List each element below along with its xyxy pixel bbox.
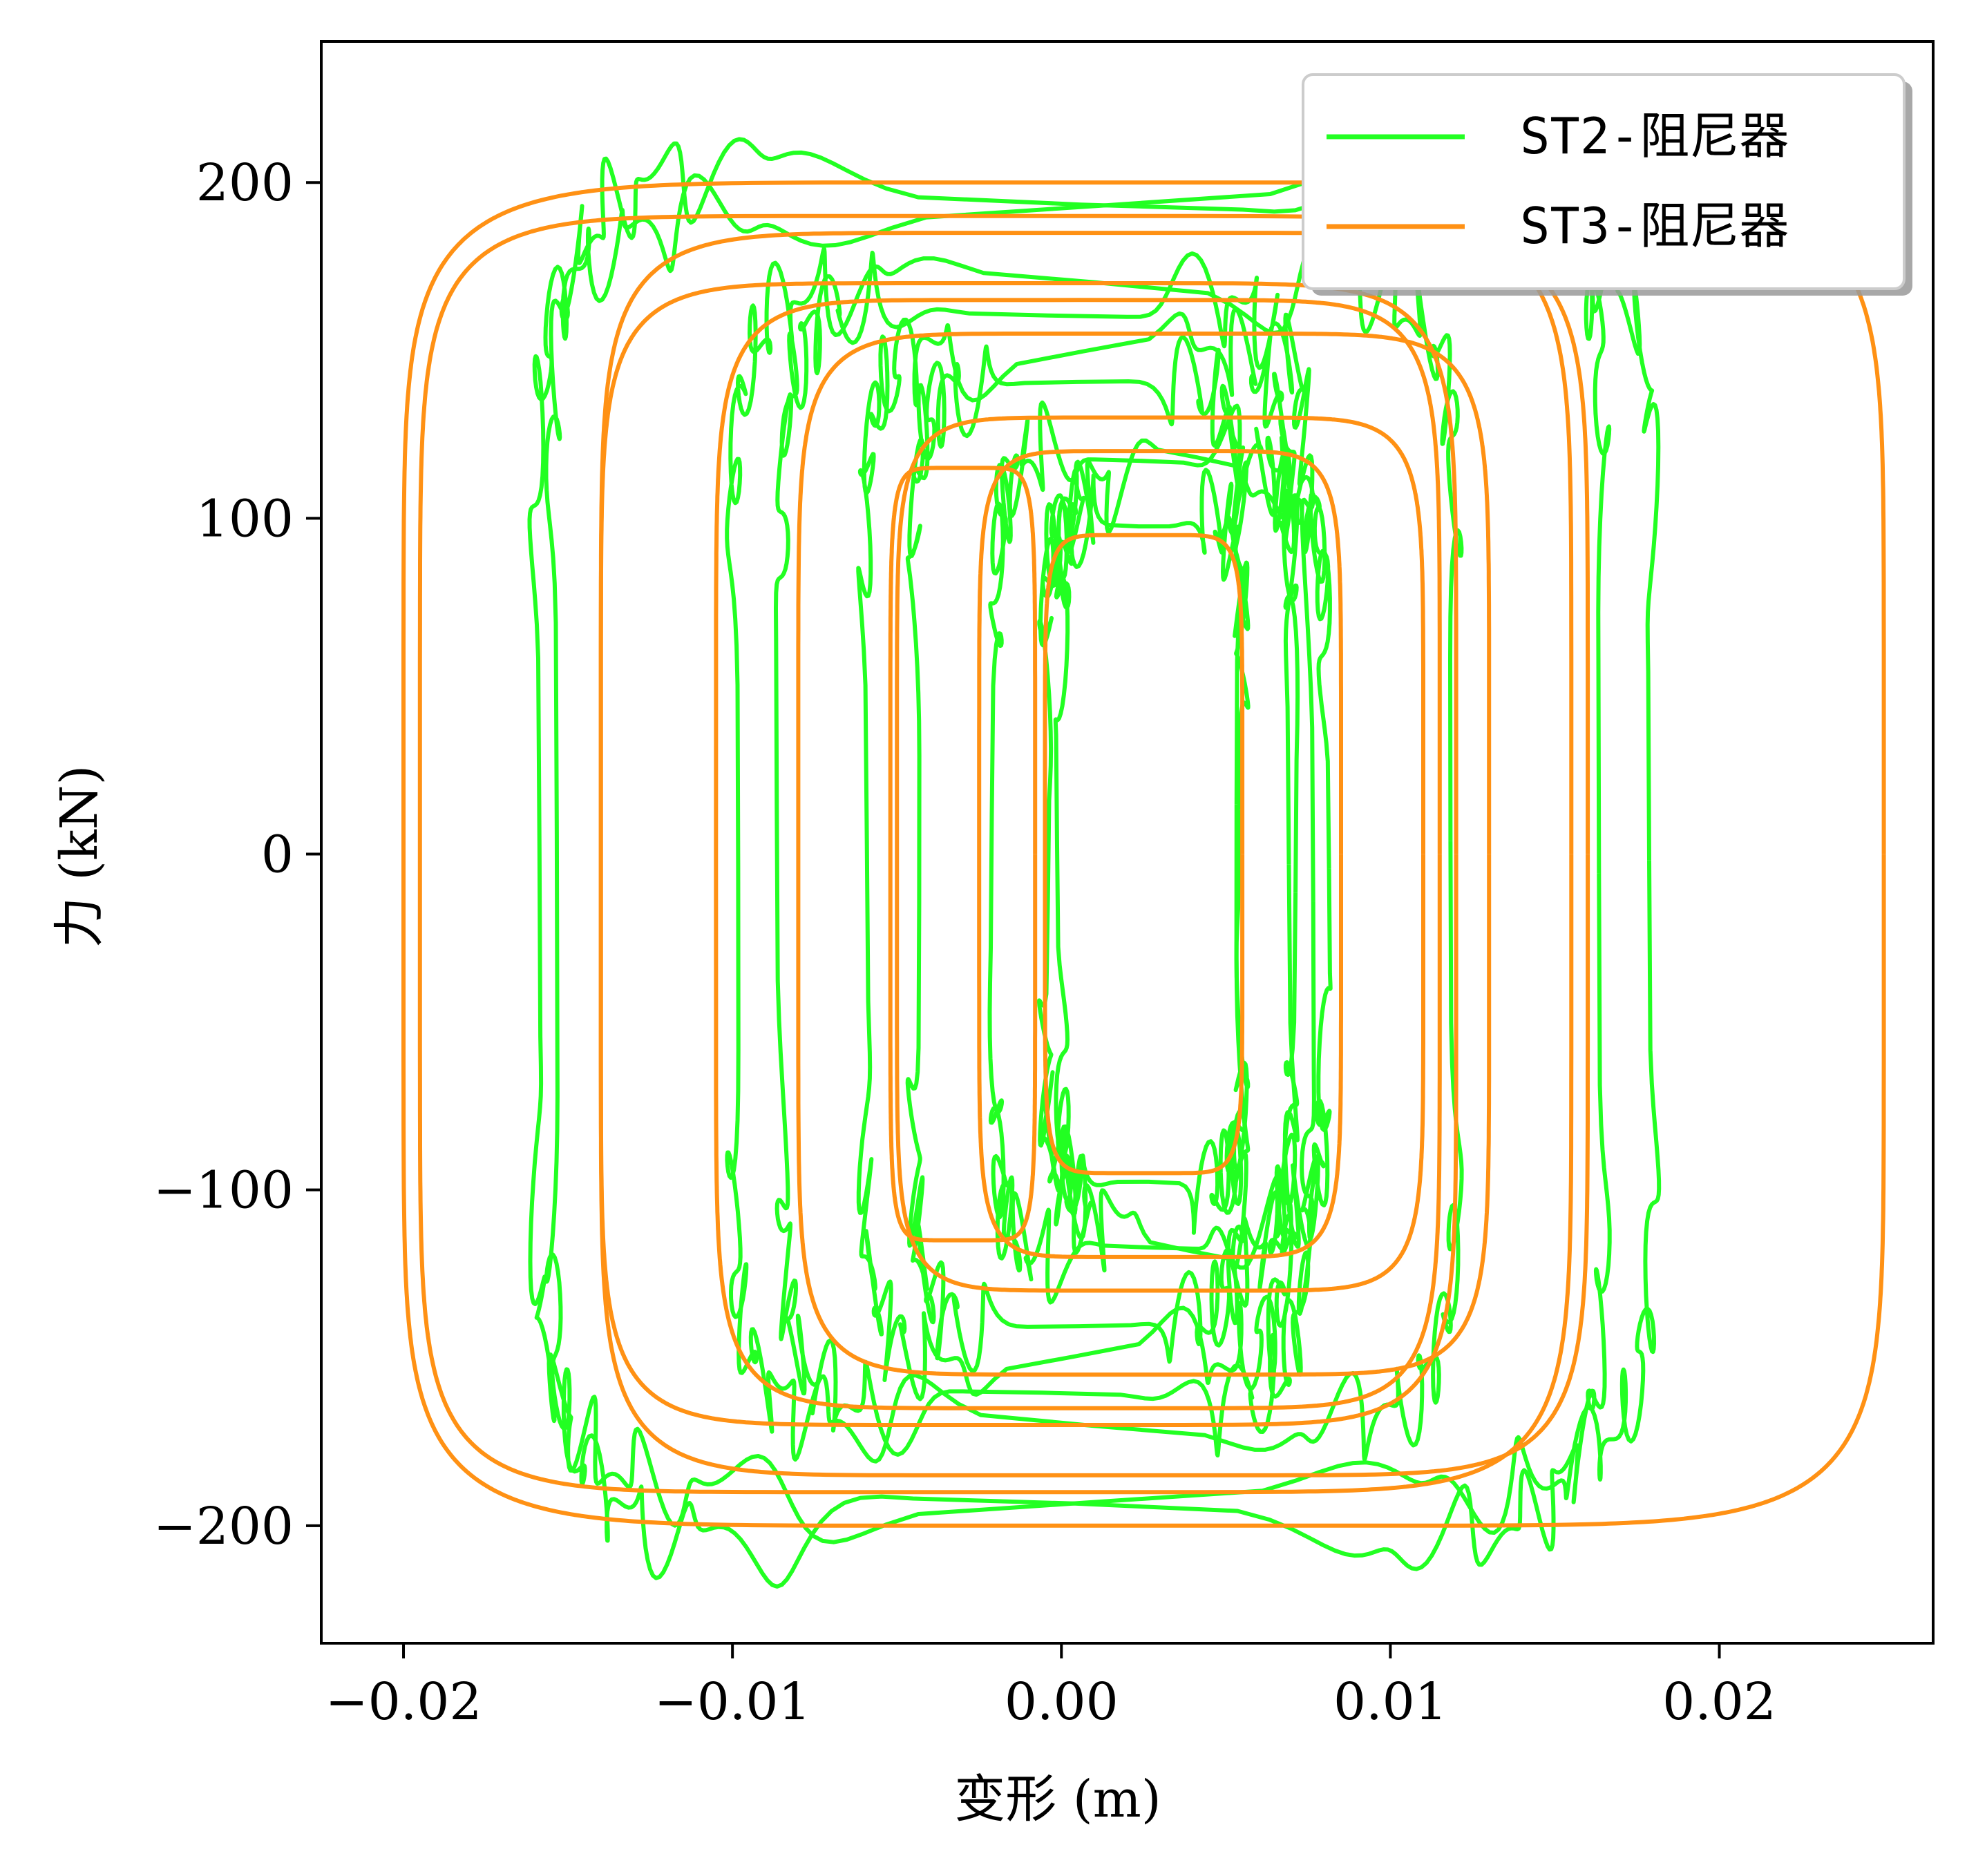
x-tick-label: 0.02: [1662, 1672, 1776, 1732]
x-axis-label: 变形 (m): [954, 1770, 1161, 1829]
st3-hysteresis-loop: [598, 281, 1458, 1427]
st2-hysteresis-loop: [905, 335, 1251, 1373]
st2-hysteresis-loop: [725, 245, 1464, 1464]
st2-hysteresis-loop: [1037, 468, 1251, 1241]
st3-hysteresis-loop: [796, 332, 1492, 1377]
series-layer: [401, 119, 1886, 1589]
st3-hysteresis-loop: [714, 298, 1442, 1410]
x-tick-label: −0.02: [325, 1672, 482, 1732]
st2-hysteresis-loop: [856, 307, 1300, 1401]
st2-hysteresis-loop: [987, 400, 1300, 1308]
st3-hysteresis-loop: [1043, 533, 1245, 1176]
legend: ST2-阻尼器 ST3-阻尼器: [1302, 73, 1912, 296]
plot-frame: [320, 40, 1935, 1645]
y-tick-label: −100: [153, 1161, 294, 1221]
st3-hysteresis-loop: [888, 466, 1038, 1243]
x-tick-label: −0.01: [654, 1672, 811, 1732]
y-tick-label: 200: [196, 153, 294, 213]
x-axis: −0.02 −0.01 0.00 0.01 0.02: [325, 1643, 1776, 1732]
y-axis-label: 力 (kN): [50, 765, 109, 948]
y-tick-label: 0: [261, 825, 294, 885]
x-tick-label: 0.00: [1005, 1672, 1119, 1732]
legend-label-st3: ST3-阻尼器: [1520, 197, 1789, 255]
legend-label-st2: ST2-阻尼器: [1520, 107, 1789, 165]
st3-hysteresis-loop: [895, 415, 1425, 1293]
y-tick-label: −200: [153, 1497, 294, 1556]
y-tick-label: 100: [196, 489, 294, 548]
st3-hysteresis-loop: [977, 449, 1343, 1259]
legend-box: [1302, 73, 1906, 290]
x-tick-label: 0.01: [1333, 1672, 1447, 1732]
y-axis: −200 −100 0 100 200: [153, 153, 321, 1556]
